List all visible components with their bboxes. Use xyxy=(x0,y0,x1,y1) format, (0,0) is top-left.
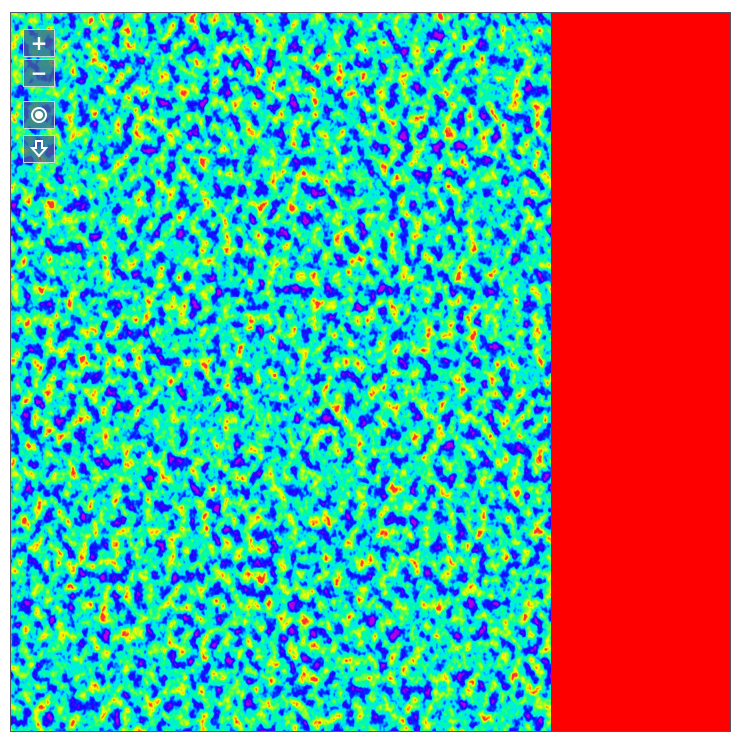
red-region xyxy=(551,13,731,732)
reset-button[interactable] xyxy=(23,101,55,129)
page: + − (() => { const data = JSON.parse(doc… xyxy=(0,0,739,738)
heatmap-image xyxy=(11,13,551,732)
download-icon xyxy=(24,136,54,162)
reset-icon xyxy=(24,102,54,128)
noise-field xyxy=(11,13,551,732)
zoom-in-button[interactable]: + xyxy=(23,29,55,57)
download-button[interactable] xyxy=(23,135,55,163)
zoom-out-button[interactable]: − xyxy=(23,59,55,87)
image-viewer: + − xyxy=(10,12,731,732)
